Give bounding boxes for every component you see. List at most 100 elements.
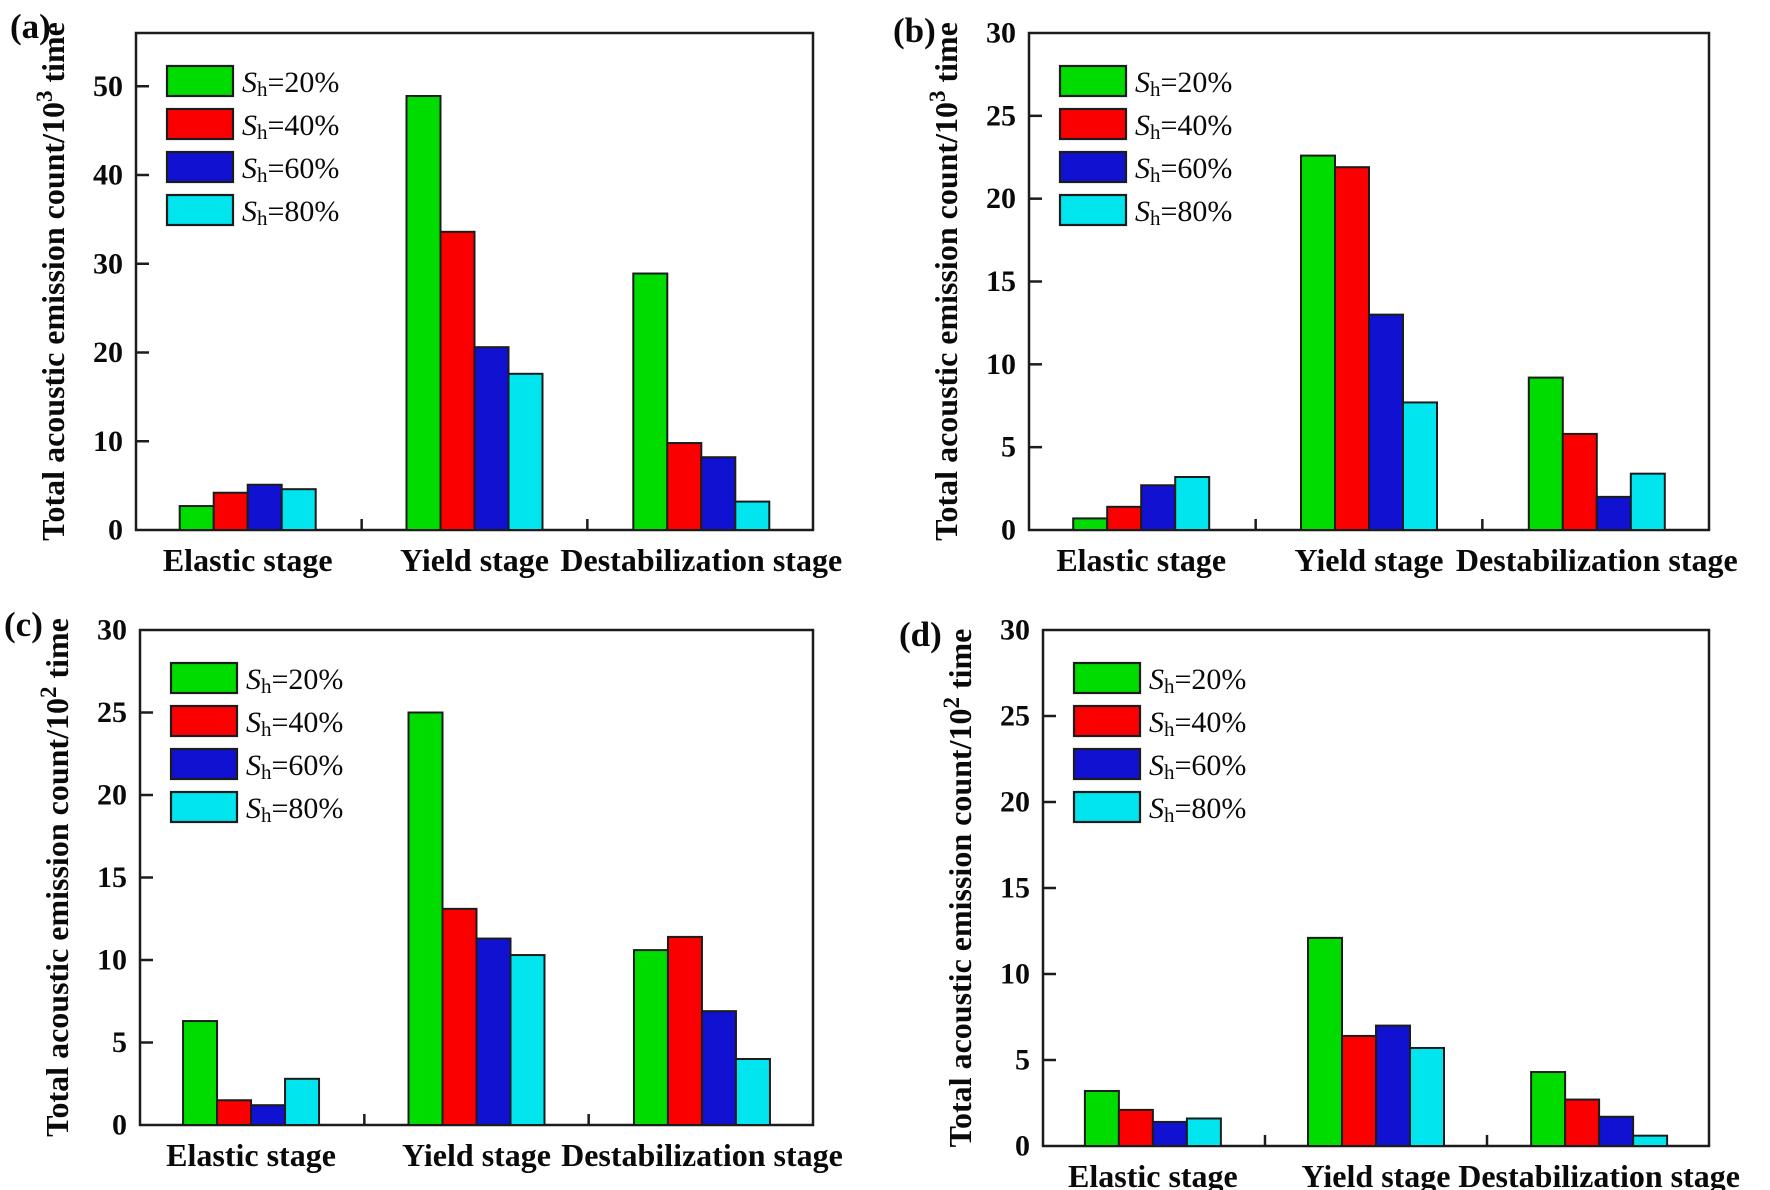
x-category-label: Elastic stage (166, 1137, 336, 1173)
bar-Sh=60%-elastic (1151, 1120, 1188, 1148)
bar-Sh=80%-destabilization (1632, 1134, 1669, 1148)
bar-Sh=20%-destabilization (1527, 376, 1564, 531)
legend-label: Sh=20% (242, 66, 339, 102)
bar-Sh=80%-destabilization (1629, 472, 1666, 532)
legend-label: Sh=20% (1149, 663, 1246, 699)
y-tick-label: 0 (112, 1109, 127, 1142)
legend-label: Sh=60% (246, 749, 343, 785)
bar-Sh=40%-yield (441, 907, 478, 1126)
bar-Sh=20%-yield (405, 95, 442, 531)
legend-swatch (169, 704, 239, 738)
legend-swatch (1072, 790, 1142, 824)
y-tick-label: 25 (1000, 700, 1030, 733)
panel-c: 0 5 10 15 20 25 30 Elastic stage Yield stage Dest… (4, 605, 843, 1173)
y-tick-label: 15 (986, 265, 1016, 298)
legend-swatch (1072, 747, 1142, 781)
y-tick-label: 5 (1015, 1044, 1030, 1077)
y-tick-label: 10 (93, 425, 123, 458)
y-axis-title: Total acoustic emission count/103 time (925, 22, 964, 541)
legend-label: Sh=40% (1135, 109, 1232, 145)
bar-Sh=80%-destabilization (734, 500, 771, 532)
legend-swatch (1058, 193, 1128, 227)
bar-Sh=80%-elastic (280, 488, 317, 531)
bar-Sh=80%-elastic (284, 1077, 321, 1127)
panel-letter: (d) (899, 615, 942, 654)
bar-Sh=20%-elastic (178, 505, 215, 532)
panel-letter: (a) (10, 7, 51, 46)
x-category-label: Elastic stage (163, 542, 333, 578)
bar-Sh=60%-yield (475, 937, 512, 1126)
bar-Sh=40%-destabilization (666, 935, 703, 1127)
y-axis-title: Total acoustic emission count/103 time (32, 22, 71, 541)
legend-label: Sh=80% (1149, 792, 1246, 828)
y-tick-label: 0 (108, 514, 123, 547)
bar-Sh=20%-destabilization (632, 949, 669, 1126)
bar-Sh=40%-yield (1334, 166, 1370, 531)
bar-Sh=80%-elastic (1174, 475, 1211, 531)
legend-label: Sh=60% (1149, 749, 1246, 785)
y-tick-label: 20 (93, 336, 123, 369)
legend-swatch (1058, 150, 1128, 184)
y-tick-label: 20 (1000, 786, 1030, 819)
bar-Sh=20%-elastic (1083, 1089, 1120, 1147)
bar-Sh=80%-yield (507, 372, 544, 531)
bar-Sh=80%-yield (1402, 401, 1438, 532)
x-category-label: Yield stage (1294, 542, 1443, 578)
legend-swatch (165, 150, 235, 184)
y-tick-label: 0 (1015, 1130, 1030, 1163)
bar-Sh=60%-elastic (246, 483, 283, 531)
y-tick-label: 30 (97, 614, 127, 647)
panel-letter: (b) (893, 11, 936, 50)
legend-swatch (169, 790, 239, 824)
bar-Sh=40%-destabilization (666, 442, 703, 531)
y-tick-label: 20 (986, 182, 1016, 215)
bar-Sh=40%-yield (1341, 1034, 1377, 1148)
legend-label: Sh=60% (242, 152, 339, 188)
legend-label: Sh=80% (242, 195, 339, 231)
bar-Sh=40%-elastic (216, 1099, 253, 1126)
x-category-label: Yield stage (1301, 1158, 1450, 1190)
legend-label: Sh=40% (242, 109, 339, 145)
bar-Sh=60%-destabilization (700, 456, 737, 532)
y-tick-label: 10 (1000, 958, 1030, 991)
legend-label: Sh=60% (1135, 152, 1232, 188)
x-category-label: Destabilization stage (1458, 1158, 1740, 1190)
y-tick-label: 20 (97, 779, 127, 812)
y-tick-label: 5 (1001, 431, 1016, 464)
bar-Sh=20%-elastic (182, 1020, 219, 1126)
y-tick-label: 30 (1000, 614, 1030, 647)
bar-Sh=40%-elastic (1117, 1108, 1154, 1148)
legend-swatch (169, 661, 239, 695)
bar-Sh=60%-elastic (250, 1104, 287, 1126)
y-tick-label: 15 (1000, 872, 1030, 905)
legend-label: Sh=40% (1149, 706, 1246, 742)
bar-Sh=40%-yield (439, 230, 476, 532)
y-tick-label: 30 (93, 247, 123, 280)
x-category-label: Destabilization stage (561, 1137, 843, 1173)
bar-Sh=60%-yield (1368, 313, 1404, 531)
legend-label: Sh=20% (246, 663, 343, 699)
bar-Sh=60%-destabilization (700, 1010, 737, 1127)
x-category-label: Elastic stage (1056, 542, 1226, 578)
bar-Sh=80%-destabilization (734, 1058, 771, 1126)
bar-Sh=60%-yield (1375, 1024, 1411, 1147)
legend-label: Sh=40% (246, 706, 343, 742)
bar-Sh=40%-destabilization (1564, 1098, 1601, 1148)
y-axis-title: Total acoustic emission count/102 time (939, 629, 978, 1148)
legend-swatch (169, 747, 239, 781)
bar-Sh=20%-destabilization (1530, 1071, 1567, 1148)
y-tick-label: 30 (986, 17, 1016, 50)
y-tick-label: 25 (986, 99, 1016, 132)
x-category-label: Destabilization stage (560, 542, 842, 578)
legend-label: Sh=20% (1135, 66, 1232, 102)
bar-Sh=20%-elastic (1072, 517, 1109, 531)
legend-swatch (1072, 704, 1142, 738)
x-category-label: Yield stage (400, 542, 549, 578)
y-tick-label: 50 (93, 70, 123, 103)
legend-swatch (165, 64, 235, 98)
x-category-label: Destabilization stage (1456, 542, 1738, 578)
y-tick-label: 10 (986, 348, 1016, 381)
bar-Sh=80%-yield (509, 954, 546, 1126)
